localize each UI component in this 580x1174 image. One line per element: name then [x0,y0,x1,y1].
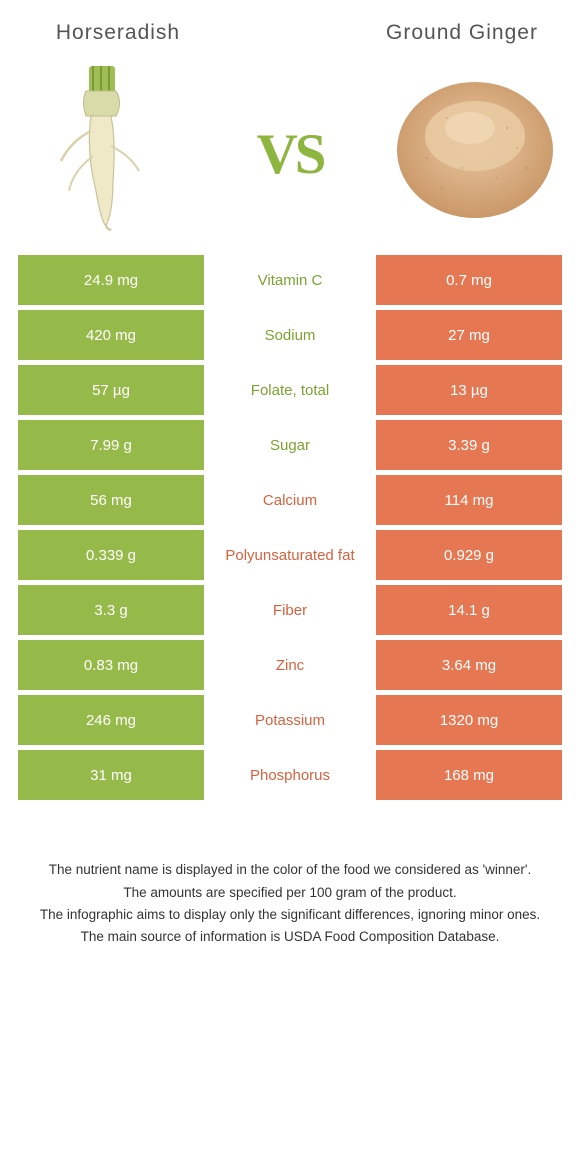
nutrient-label: Phosphorus [204,750,376,800]
table-row: 56 mgCalcium114 mg [18,475,562,525]
comparison-table: 24.9 mgVitamin C0.7 mg420 mgSodium27 mg5… [18,255,562,800]
horseradish-icon [18,58,193,233]
value-left: 31 mg [18,750,204,800]
nutrient-label: Fiber [204,585,376,635]
footnote-line: The infographic aims to display only the… [24,905,556,925]
value-right: 3.39 g [376,420,562,470]
value-left: 57 µg [18,365,204,415]
table-row: 0.83 mgZinc3.64 mg [18,640,562,690]
nutrient-label: Zinc [204,640,376,690]
table-row: 7.99 gSugar3.39 g [18,420,562,470]
vs-label: vs [257,105,324,187]
value-left: 420 mg [18,310,204,360]
nutrient-label: Folate, total [204,365,376,415]
nutrient-label: Sodium [204,310,376,360]
value-right: 1320 mg [376,695,562,745]
value-left: 56 mg [18,475,204,525]
ground-ginger-icon [387,58,562,233]
images-row: vs [18,58,562,233]
value-right: 13 µg [376,365,562,415]
value-left: 7.99 g [18,420,204,470]
value-left: 246 mg [18,695,204,745]
table-row: 0.339 gPolyunsaturated fat0.929 g [18,530,562,580]
title-left: Horseradish [18,21,218,45]
nutrient-label: Potassium [204,695,376,745]
table-row: 57 µgFolate, total13 µg [18,365,562,415]
title-right: Ground Ginger [362,20,562,46]
value-left: 24.9 mg [18,255,204,305]
value-right: 114 mg [376,475,562,525]
nutrient-label: Vitamin C [204,255,376,305]
footnote-line: The main source of information is USDA F… [24,927,556,947]
table-row: 31 mgPhosphorus168 mg [18,750,562,800]
nutrient-label: Calcium [204,475,376,525]
nutrient-label: Polyunsaturated fat [204,530,376,580]
value-right: 3.64 mg [376,640,562,690]
value-right: 14.1 g [376,585,562,635]
value-right: 0.929 g [376,530,562,580]
value-right: 168 mg [376,750,562,800]
table-row: 420 mgSodium27 mg [18,310,562,360]
value-left: 0.83 mg [18,640,204,690]
value-right: 27 mg [376,310,562,360]
table-row: 24.9 mgVitamin C0.7 mg [18,255,562,305]
header: Horseradish Ground Ginger [18,20,562,46]
footnotes: The nutrient name is displayed in the co… [18,860,562,947]
value-left: 0.339 g [18,530,204,580]
table-row: 246 mgPotassium1320 mg [18,695,562,745]
value-right: 0.7 mg [376,255,562,305]
footnote-line: The amounts are specified per 100 gram o… [24,883,556,903]
table-row: 3.3 gFiber14.1 g [18,585,562,635]
footnote-line: The nutrient name is displayed in the co… [24,860,556,880]
nutrient-label: Sugar [204,420,376,470]
value-left: 3.3 g [18,585,204,635]
